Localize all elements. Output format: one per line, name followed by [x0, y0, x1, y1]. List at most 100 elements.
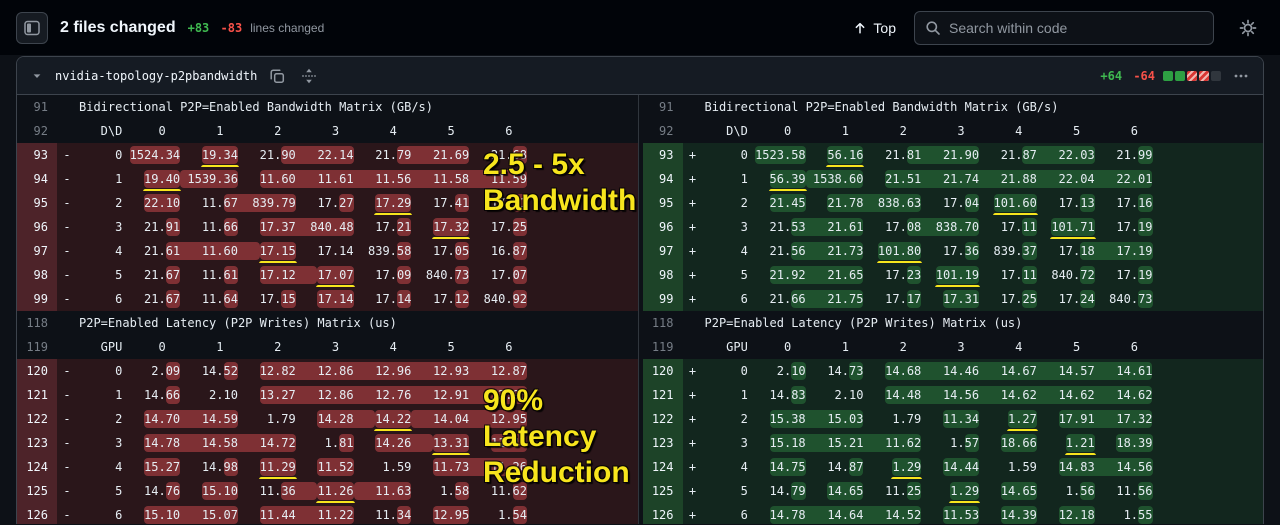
- line-number[interactable]: 95: [17, 191, 57, 215]
- diff-marker: -: [57, 215, 77, 239]
- diff-line-code: 6 14.78 14.64 14.52 11.53 14.39 12.18 1.…: [702, 503, 1263, 524]
- file-additions: +64: [1100, 68, 1123, 83]
- line-number[interactable]: 122: [642, 407, 683, 431]
- line-number[interactable]: 99: [642, 287, 683, 311]
- sidebar-toggle-button[interactable]: [16, 11, 48, 44]
- line-number[interactable]: 126: [17, 503, 57, 524]
- line-number[interactable]: 118: [651, 316, 674, 330]
- diff-line-code: 6 21.67 11.64 17.15 17.14 17.14 17.12 84…: [77, 287, 638, 311]
- diff-line-code: 0 2.09 14.52 12.82 12.86 12.96 12.93 12.…: [77, 359, 638, 383]
- diff-marker: +: [682, 503, 703, 524]
- line-number[interactable]: 121: [17, 383, 57, 407]
- diff-line-code: 5 14.79 14.65 11.25 1.29 14.65 1.56 11.5…: [702, 479, 1263, 503]
- diff-line-code: Bidirectional P2P=Enabled Bandwidth Matr…: [704, 100, 1059, 114]
- diff-line-code: 3 21.91 11.66 17.37 840.48 17.21 17.32 1…: [77, 215, 638, 239]
- line-number[interactable]: 122: [17, 407, 57, 431]
- line-number[interactable]: 126: [642, 503, 683, 524]
- line-number[interactable]: 95: [642, 191, 683, 215]
- diff-line-code: P2P=Enabled Latency (P2P Writes) Matrix …: [79, 316, 397, 330]
- line-number[interactable]: 91: [659, 100, 674, 114]
- diff-marker: [57, 95, 77, 119]
- line-number[interactable]: 98: [642, 263, 683, 287]
- line-number[interactable]: 94: [17, 167, 57, 191]
- diff-row: 123 + 3 15.18 15.21 11.62 1.57 18.66 1.21…: [642, 431, 1263, 455]
- diff-row: 96 + 3 21.53 21.61 17.08 838.70 17.11 101…: [642, 215, 1263, 239]
- diff-marker: +: [682, 167, 703, 191]
- line-number[interactable]: 119: [26, 340, 48, 354]
- total-additions: +83: [187, 20, 210, 35]
- diff-row: 121- 1 14.66 2.10 13.27 12.86 12.76 12.9…: [17, 383, 638, 407]
- diff-line-code: 4 21.61 11.60 17.15 17.14 839.58 17.05 1…: [77, 239, 638, 263]
- chevron-down-icon: [30, 69, 44, 83]
- copy-path-button[interactable]: [265, 64, 289, 88]
- diff-marker: +: [682, 455, 703, 479]
- line-number[interactable]: 99: [17, 287, 57, 311]
- line-number[interactable]: 124: [17, 455, 57, 479]
- line-number[interactable]: 94: [642, 167, 683, 191]
- diff-row: 126 + 6 14.78 14.64 14.52 11.53 14.39 12.…: [642, 503, 1263, 524]
- diff-row: 91 Bidirectional P2P=Enabled Bandwidth Ma…: [17, 95, 638, 119]
- line-number[interactable]: 124: [642, 455, 683, 479]
- collapse-file-button[interactable]: [27, 66, 47, 86]
- diff-row: 126- 6 15.10 15.07 11.44 11.22 11.34 12.…: [17, 503, 638, 524]
- line-number[interactable]: 123: [642, 431, 683, 455]
- diff-marker: +: [682, 479, 703, 503]
- diff-line-code: 3 21.53 21.61 17.08 838.70 17.11 101.71 …: [702, 215, 1263, 239]
- line-number[interactable]: 92: [659, 124, 674, 138]
- diff-line-code: Bidirectional P2P=Enabled Bandwidth Matr…: [79, 100, 434, 114]
- diffstat-blocks: [1163, 70, 1221, 81]
- line-number[interactable]: 121: [642, 383, 683, 407]
- settings-button[interactable]: [1232, 12, 1264, 44]
- line-number[interactable]: 96: [642, 215, 683, 239]
- diff-line-code: 2 22.10 11.67 839.79 17.27 17.29 17.41 1…: [77, 191, 638, 215]
- top-link-label: Top: [873, 19, 896, 36]
- line-number[interactable]: 96: [17, 215, 57, 239]
- diff-marker: +: [682, 359, 703, 383]
- back-to-top-link[interactable]: Top: [853, 20, 896, 36]
- diff-row: 93- 0 1524.34 19.34 21.90 22.14 21.79 21…: [17, 143, 638, 167]
- diff-row: 122 + 2 15.38 15.03 1.79 11.34 1.27 17.91…: [642, 407, 1263, 431]
- line-number[interactable]: 125: [17, 479, 57, 503]
- line-number[interactable]: 125: [642, 479, 683, 503]
- diff-row: 125- 5 14.76 15.10 11.36 11.26 11.63 1.5…: [17, 479, 638, 503]
- search-input[interactable]: [949, 19, 1203, 36]
- diff-line-code: 0 1524.34 19.34 21.90 22.14 21.79 21.69 …: [77, 143, 638, 167]
- line-number[interactable]: 97: [17, 239, 57, 263]
- diff-row: 124- 4 15.27 14.98 11.29 11.52 1.59 11.7…: [17, 455, 638, 479]
- diff-marker: -: [57, 383, 77, 407]
- line-number[interactable]: 97: [642, 239, 683, 263]
- search-icon: [925, 20, 941, 36]
- diff-row: 94 + 1 56.39 1538.60 21.51 21.74 21.88 22…: [642, 167, 1263, 191]
- file-options-button[interactable]: [1229, 64, 1253, 88]
- diff-row: 125 + 5 14.79 14.65 11.25 1.29 14.65 1.56…: [642, 479, 1263, 503]
- diff-marker: [683, 119, 703, 143]
- diff-marker: [57, 311, 77, 335]
- line-number[interactable]: 119: [651, 340, 674, 354]
- line-number[interactable]: 91: [33, 100, 48, 114]
- diff-row: 123- 3 14.78 14.58 14.72 1.81 14.26 13.3…: [17, 431, 638, 455]
- diff-row: 99 + 6 21.66 21.75 17.17 17.31 17.25 17.2…: [642, 287, 1263, 311]
- diff-row: 92 D\D 0 1 2 3 4 5 6: [643, 119, 1264, 143]
- search-box[interactable]: [914, 10, 1214, 45]
- diff-row: 122- 2 14.70 14.59 1.79 14.28 14.22 14.0…: [17, 407, 638, 431]
- diffstat-block-add: [1175, 70, 1185, 81]
- expand-all-button[interactable]: [297, 64, 321, 88]
- diff-line-code: 1 19.40 1539.36 11.60 11.61 11.56 11.58 …: [77, 167, 638, 191]
- diff-row: 118 P2P=Enabled Latency (P2P Writes) Matr…: [17, 311, 638, 335]
- diff-marker: [683, 95, 703, 119]
- line-number[interactable]: 120: [17, 359, 57, 383]
- diff-line-code: D\D 0 1 2 3 4 5 6: [79, 124, 513, 138]
- line-number[interactable]: 93: [17, 143, 57, 167]
- diff-marker: +: [682, 143, 703, 167]
- diff-row: 119 GPU 0 1 2 3 4 5 6: [17, 335, 638, 359]
- line-number[interactable]: 92: [33, 124, 48, 138]
- line-number[interactable]: 123: [17, 431, 57, 455]
- line-number[interactable]: 120: [642, 359, 683, 383]
- diff-row: 98- 5 21.67 11.61 17.12 17.07 17.09 840.…: [17, 263, 638, 287]
- line-number[interactable]: 98: [17, 263, 57, 287]
- diff-marker: -: [57, 359, 77, 383]
- line-number[interactable]: 93: [642, 143, 683, 167]
- split-diff: 91 Bidirectional P2P=Enabled Bandwidth Ma…: [17, 95, 1263, 524]
- line-number[interactable]: 118: [26, 316, 48, 330]
- diff-row: 94- 1 19.40 1539.36 11.60 11.61 11.56 11…: [17, 167, 638, 191]
